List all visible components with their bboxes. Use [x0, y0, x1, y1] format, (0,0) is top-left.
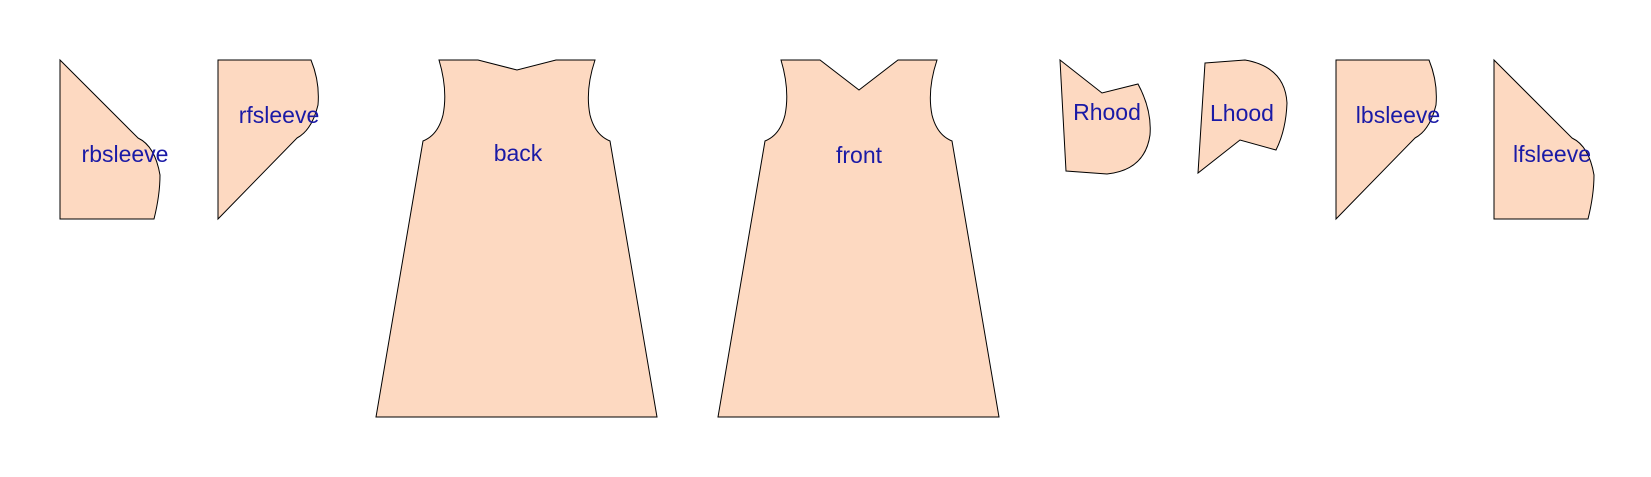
- piece-front: front: [717, 59, 1000, 418]
- lbsleeve-label: lbsleeve: [1356, 102, 1440, 128]
- piece-rhood: Rhood: [1059, 58, 1151, 175]
- lbsleeve-shape: [1335, 59, 1437, 221]
- rbsleeve-label: rbsleeve: [82, 141, 169, 167]
- rbsleeve-shape: [59, 58, 161, 220]
- piece-rbsleeve: rbsleeve: [59, 58, 169, 220]
- lhood-label: Lhood: [1210, 100, 1274, 126]
- piece-lhood: Lhood: [1197, 59, 1288, 175]
- front-shape: [717, 59, 1000, 418]
- piece-lbsleeve: lbsleeve: [1335, 59, 1440, 221]
- rhood-shape: [1059, 58, 1151, 175]
- rfsleeve-label: rfsleeve: [239, 102, 320, 128]
- rfsleeve-shape: [217, 59, 319, 221]
- lhood-shape: [1197, 59, 1288, 175]
- lfsleeve-label: lfsleeve: [1513, 141, 1591, 167]
- piece-back: back: [375, 59, 658, 418]
- front-label: front: [836, 142, 883, 168]
- back-shape: [375, 59, 658, 418]
- piece-rfsleeve: rfsleeve: [217, 59, 320, 221]
- rhood-label: Rhood: [1073, 99, 1141, 125]
- back-label: back: [494, 140, 543, 166]
- piece-lfsleeve: lfsleeve: [1493, 58, 1595, 220]
- lfsleeve-shape: [1493, 58, 1595, 220]
